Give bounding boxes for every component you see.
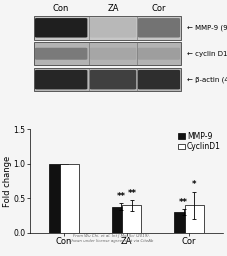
Text: *: * (191, 180, 196, 189)
Text: Con: Con (53, 4, 69, 13)
Bar (33, 16, 180, 39)
FancyBboxPatch shape (35, 70, 87, 89)
Text: **: ** (116, 192, 125, 201)
Bar (174, 212, 192, 233)
FancyBboxPatch shape (137, 18, 179, 38)
Bar (33, 68, 180, 91)
Bar (60, 164, 78, 233)
FancyBboxPatch shape (35, 48, 87, 60)
Text: **: ** (127, 189, 136, 198)
Bar (184, 205, 203, 233)
Text: **: ** (178, 198, 188, 207)
Text: ← cyclin D1 (34 kDa): ← cyclin D1 (34 kDa) (186, 50, 227, 57)
FancyBboxPatch shape (89, 70, 136, 89)
FancyBboxPatch shape (89, 48, 136, 60)
FancyBboxPatch shape (137, 48, 179, 60)
Text: ZA: ZA (107, 4, 118, 13)
Bar (33, 42, 180, 66)
Text: Cor: Cor (151, 4, 165, 13)
Bar (49, 164, 68, 233)
Text: From Wu Chi. et al. Int J Mol Sci (2019).
Shown under license agreement via Cite: From Wu Chi. et al. Int J Mol Sci (2019)… (69, 234, 153, 243)
Y-axis label: Fold change: Fold change (3, 156, 12, 207)
Text: ← MMP-9 (92 kDa): ← MMP-9 (92 kDa) (186, 25, 227, 31)
FancyBboxPatch shape (89, 18, 136, 38)
Bar (111, 207, 130, 233)
Legend: MMP-9, CyclinD1: MMP-9, CyclinD1 (176, 131, 221, 152)
FancyBboxPatch shape (35, 18, 87, 38)
Bar (122, 205, 141, 233)
Text: ← β-actin (44 kDa): ← β-actin (44 kDa) (186, 76, 227, 83)
FancyBboxPatch shape (137, 70, 179, 89)
